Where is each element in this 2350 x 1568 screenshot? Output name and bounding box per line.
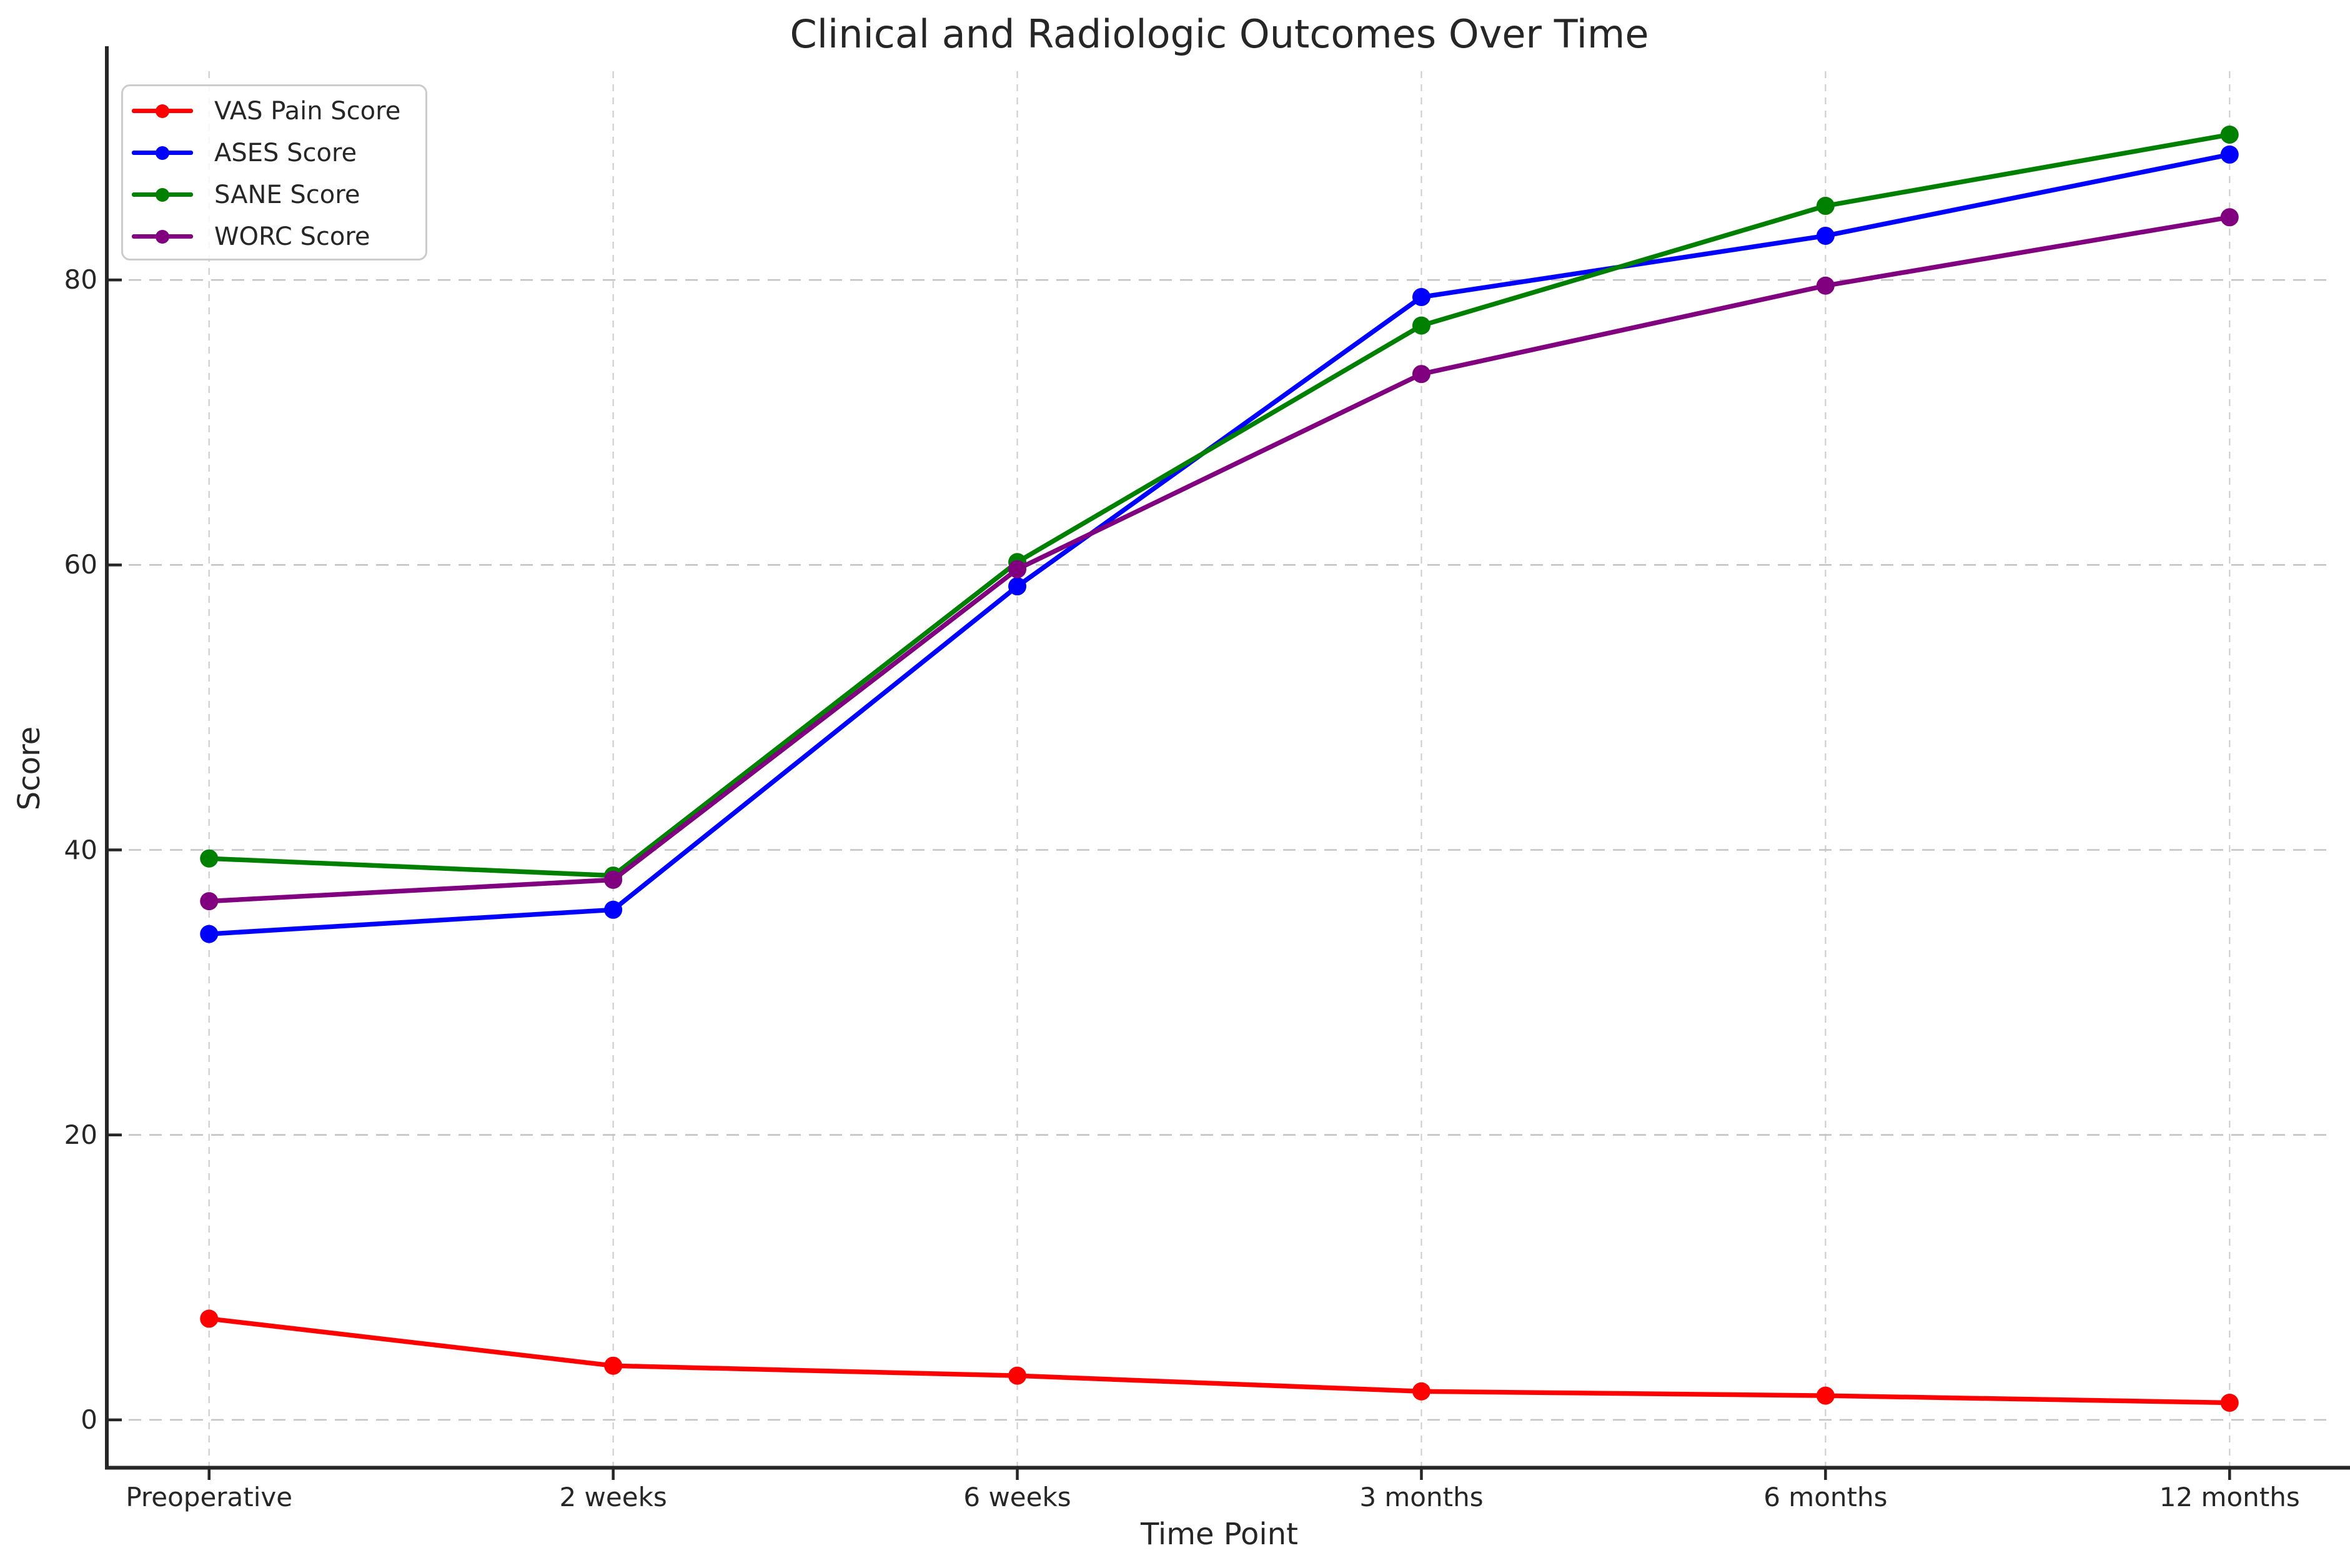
legend-line-marker-sample <box>132 144 193 162</box>
data-point-marker <box>1008 560 1027 578</box>
y-tick-label: 20 <box>64 1119 97 1150</box>
x-axis-title: Time Point <box>1141 1517 1298 1552</box>
x-tick-label: Preoperative <box>126 1482 293 1512</box>
data-point-marker <box>604 1356 623 1375</box>
data-point-marker <box>1008 1366 1027 1385</box>
x-tick-label: 6 months <box>1763 1482 1888 1512</box>
legend-item-worc-score: WORC Score <box>132 216 425 257</box>
legend-item-ases-score: ASES Score <box>132 132 425 174</box>
legend: VAS Pain Score ASES Score SANE Score WOR… <box>121 84 427 261</box>
legend-line-marker-sample <box>132 186 193 204</box>
data-point-marker <box>1816 276 1835 295</box>
data-point-marker <box>2220 145 2239 164</box>
series-line-sane-score <box>206 132 2233 878</box>
y-tick-label: 0 <box>81 1404 97 1435</box>
data-point-marker <box>1816 197 1835 216</box>
x-tick-label: 6 weeks <box>963 1482 1071 1512</box>
data-point-marker <box>1008 577 1027 596</box>
data-point-marker <box>1412 316 1430 335</box>
x-tick-label: 3 months <box>1359 1482 1484 1512</box>
legend-line-marker-sample <box>132 228 193 246</box>
data-point-marker <box>604 870 623 889</box>
y-tick-label: 40 <box>64 834 97 865</box>
data-point-marker <box>2220 126 2239 144</box>
data-point-marker <box>1412 365 1430 384</box>
data-point-marker <box>200 1309 219 1328</box>
legend-line-marker-sample <box>132 102 193 120</box>
legend-label: ASES Score <box>214 138 357 167</box>
chart-title: Clinical and Radiologic Outcomes Over Ti… <box>790 11 1649 57</box>
data-point-marker <box>200 849 219 868</box>
legend-label: WORC Score <box>214 222 370 251</box>
data-point-marker <box>200 892 219 911</box>
legend-item-vas-pain-score: VAS Pain Score <box>132 90 425 132</box>
series-line-worc-score <box>206 215 2233 904</box>
legend-label: SANE Score <box>214 180 360 209</box>
data-point-marker <box>1816 226 1835 245</box>
y-tick-label: 80 <box>64 264 97 295</box>
data-point-marker <box>1816 1386 1835 1405</box>
data-point-marker <box>604 900 623 919</box>
x-tick-label: 2 weeks <box>559 1482 667 1512</box>
series-line-vas-pain-score <box>206 1316 2233 1406</box>
data-point-marker <box>1412 1382 1430 1401</box>
legend-item-sane-score: SANE Score <box>132 174 425 216</box>
legend-label: VAS Pain Score <box>214 96 401 126</box>
data-point-marker <box>1412 288 1430 307</box>
data-point-marker <box>2220 1394 2239 1412</box>
y-tick-label: 60 <box>64 549 97 580</box>
data-point-marker <box>2220 208 2239 227</box>
x-tick-label: 12 months <box>2159 1482 2300 1512</box>
series-line-ases-score <box>206 152 2233 936</box>
data-point-marker <box>200 925 219 943</box>
